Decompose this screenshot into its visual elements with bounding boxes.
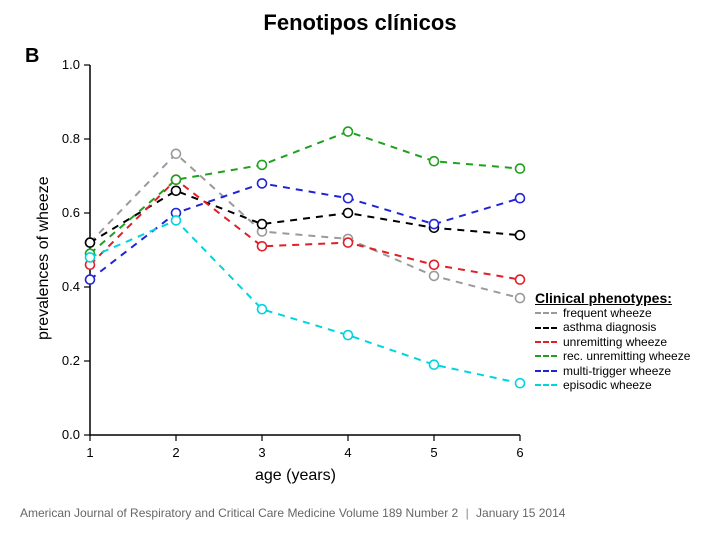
legend-item: episodic wheeze [535, 378, 690, 392]
series-marker [430, 260, 439, 269]
citation-date: January 15 2014 [476, 506, 565, 520]
series-marker [516, 231, 525, 240]
series-marker [172, 149, 181, 158]
legend-label: frequent wheeze [563, 306, 652, 320]
series-marker [344, 194, 353, 203]
series-line [90, 132, 520, 254]
legend-item: unremitting wheeze [535, 335, 690, 349]
legend: Clinical phenotypes: frequent wheezeasth… [535, 290, 690, 392]
series-line [90, 183, 520, 279]
series-marker [172, 186, 181, 195]
slide-root: Fenotipos clínicos B prevalences of whee… [0, 0, 720, 540]
x-tick-label: 6 [510, 445, 530, 460]
legend-item: asthma diagnosis [535, 320, 690, 334]
series-marker [430, 220, 439, 229]
y-tick-label: 0.8 [50, 131, 80, 146]
panel-label: B [25, 45, 39, 68]
x-tick-label: 1 [80, 445, 100, 460]
legend-label: rec. unremitting wheeze [563, 349, 690, 363]
y-tick-label: 1.0 [50, 57, 80, 72]
series-marker [430, 157, 439, 166]
series-marker [258, 305, 267, 314]
series-marker [516, 194, 525, 203]
series-marker [516, 164, 525, 173]
series-marker [344, 238, 353, 247]
x-tick-label: 5 [424, 445, 444, 460]
legend-item: rec. unremitting wheeze [535, 349, 690, 363]
legend-label: multi-trigger wheeze [563, 364, 671, 378]
legend-swatch [535, 327, 557, 329]
legend-swatch [535, 370, 557, 372]
series-marker [258, 179, 267, 188]
legend-items: frequent wheezeasthma diagnosisunremitti… [535, 306, 690, 392]
series-marker [430, 360, 439, 369]
legend-swatch [535, 384, 557, 386]
series-line [90, 154, 520, 298]
y-tick-label: 0.6 [50, 205, 80, 220]
x-tick-label: 3 [252, 445, 272, 460]
citation-journal: American Journal of Respiratory and Crit… [20, 506, 335, 520]
series-marker [344, 331, 353, 340]
series-marker [258, 220, 267, 229]
series-marker [172, 175, 181, 184]
citation-number: Number 2 [406, 506, 459, 520]
series-marker [516, 294, 525, 303]
x-tick-label: 4 [338, 445, 358, 460]
legend-label: asthma diagnosis [563, 320, 656, 334]
legend-swatch [535, 355, 557, 357]
x-tick-label: 2 [166, 445, 186, 460]
series-marker [516, 275, 525, 284]
y-tick-label: 0.2 [50, 353, 80, 368]
series-marker [86, 275, 95, 284]
y-tick-label: 0.0 [50, 427, 80, 442]
series-line [90, 220, 520, 383]
series-marker [86, 253, 95, 262]
y-tick-label: 0.4 [50, 279, 80, 294]
legend-swatch [535, 341, 557, 343]
legend-label: episodic wheeze [563, 378, 652, 392]
legend-item: frequent wheeze [535, 306, 690, 320]
series-marker [344, 209, 353, 218]
series-marker [344, 127, 353, 136]
chart-area [90, 65, 520, 435]
legend-label: unremitting wheeze [563, 335, 667, 349]
series-marker [258, 242, 267, 251]
y-axis-label: prevalences of wheeze [35, 176, 53, 340]
series-marker [430, 271, 439, 280]
series-marker [172, 216, 181, 225]
citation-separator: | [462, 506, 473, 520]
series-marker [516, 379, 525, 388]
x-axis-label: age (years) [255, 467, 336, 485]
legend-swatch [535, 312, 557, 314]
series-marker [86, 238, 95, 247]
slide-title: Fenotipos clínicos [0, 10, 720, 36]
series-marker [258, 160, 267, 169]
legend-item: multi-trigger wheeze [535, 364, 690, 378]
legend-title: Clinical phenotypes: [535, 290, 690, 306]
citation-volume: Volume 189 [339, 506, 402, 520]
citation: American Journal of Respiratory and Crit… [20, 506, 565, 520]
